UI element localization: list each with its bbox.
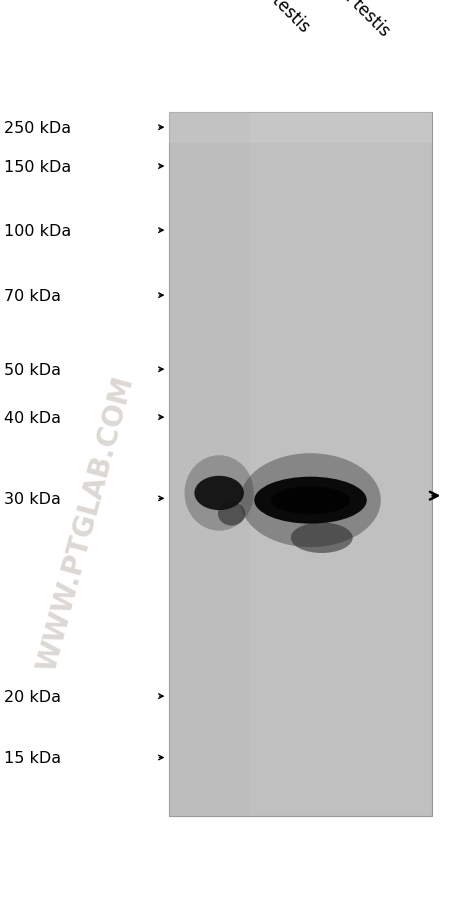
Ellipse shape [218,502,245,526]
Ellipse shape [240,454,381,548]
Bar [169,113,432,144]
Ellipse shape [254,477,367,524]
Text: rat testis: rat testis [328,0,394,41]
Ellipse shape [194,476,244,511]
Text: 15 kDa: 15 kDa [4,750,61,765]
Ellipse shape [271,486,350,515]
Text: 20 kDa: 20 kDa [4,689,61,704]
Text: 250 kDa: 250 kDa [4,121,71,135]
Text: 50 kDa: 50 kDa [4,363,61,377]
Ellipse shape [184,456,254,531]
Bar [169,113,250,816]
Text: 100 kDa: 100 kDa [4,224,71,238]
Text: mouse testis: mouse testis [225,0,313,36]
Text: 150 kDa: 150 kDa [4,160,71,174]
Text: 70 kDa: 70 kDa [4,289,61,303]
Text: 30 kDa: 30 kDa [4,492,60,506]
Text: 40 kDa: 40 kDa [4,410,61,425]
Bar [169,113,432,816]
Text: WWW.PTGLAB.COM: WWW.PTGLAB.COM [32,373,139,674]
Ellipse shape [291,523,353,553]
